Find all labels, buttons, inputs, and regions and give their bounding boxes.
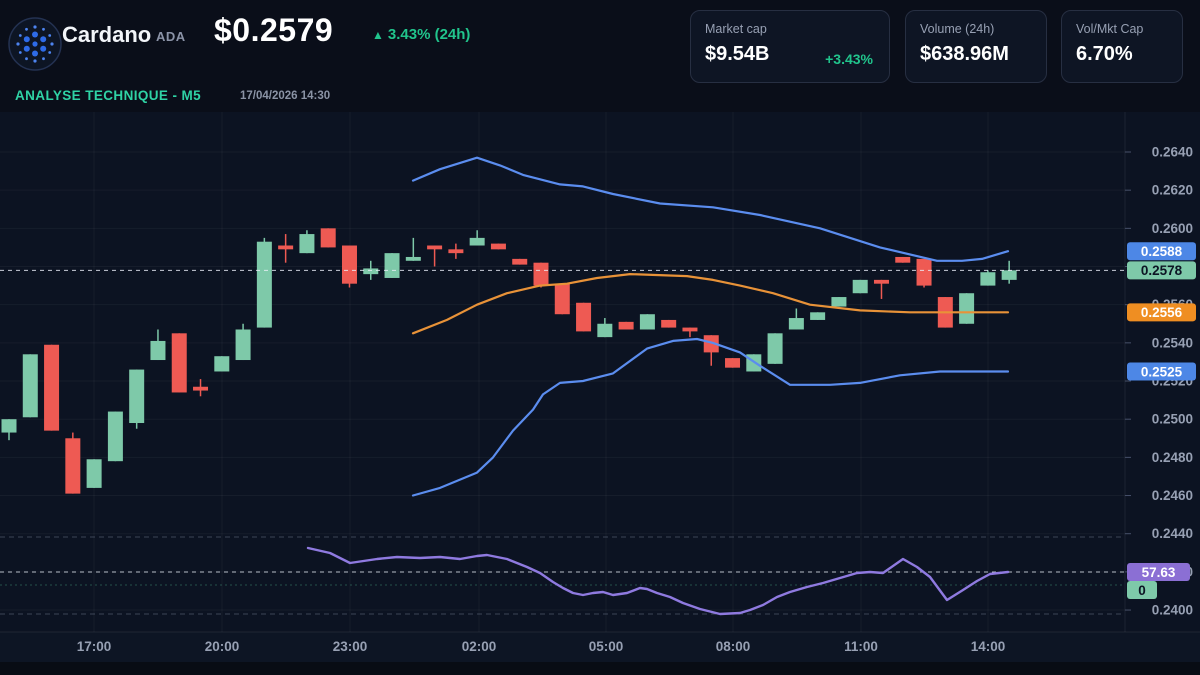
x-axis: 17:00 20:00 23:00 02:00 05:00 08:00 11:00 14:00 [77, 639, 1006, 654]
svg-text:0.2500: 0.2500 [1152, 412, 1193, 427]
svg-text:08:00: 08:00 [716, 639, 751, 654]
analysis-title: ANALYSE TECHNIQUE - M5 [15, 88, 202, 103]
market-cap-value: $9.54B [705, 43, 770, 65]
svg-text:23:00: 23:00 [333, 639, 368, 654]
svg-text:11:00: 11:00 [844, 639, 878, 654]
oscillator-line [306, 546, 1010, 616]
analysis-timestamp: 17/04/2026 14:30 [240, 90, 331, 102]
svg-text:57.63: 57.63 [1142, 565, 1176, 580]
volume-value: $638.96M [920, 43, 1009, 65]
bollinger-upper-line [411, 156, 1010, 262]
candles-layer [1, 228, 1017, 494]
bollinger-middle-line [411, 273, 1010, 335]
market-cap-card: Market cap $9.54B +3.43% [690, 10, 890, 83]
cardano-logo-icon [8, 17, 62, 71]
svg-text:0.2460: 0.2460 [1152, 488, 1193, 503]
grid-lines [0, 112, 1126, 632]
svg-text:14:00: 14:00 [971, 639, 1006, 654]
market-cap-change: +3.43% [825, 51, 873, 67]
svg-text:0.2620: 0.2620 [1152, 183, 1193, 198]
svg-text:0: 0 [1138, 583, 1146, 598]
up-arrow-icon: ▲ [372, 28, 384, 42]
svg-text:0.2480: 0.2480 [1152, 450, 1193, 465]
svg-text:0.2556: 0.2556 [1141, 305, 1183, 320]
svg-text:20:00: 20:00 [205, 639, 240, 654]
coin-name: Cardano [62, 22, 152, 47]
svg-text:0.2588: 0.2588 [1141, 244, 1183, 259]
price-badges: 0.2588 0.2578 0.2556 0.2525 57.63 0 [1127, 242, 1196, 599]
vol-mkt-cap-label: Vol/Mkt Cap [1076, 22, 1144, 36]
volume-card: Volume (24h) $638.96M [905, 10, 1047, 83]
header: Cardano ADA $0.2579 ▲ 3.43% (24h) Market … [0, 0, 1200, 112]
svg-text:0.2400: 0.2400 [1152, 603, 1193, 618]
svg-text:05:00: 05:00 [589, 639, 624, 654]
coin-price: $0.2579 [214, 12, 334, 48]
coin-symbol: ADA [156, 29, 186, 44]
vol-mkt-cap-value: 6.70% [1076, 43, 1133, 65]
svg-text:0.2540: 0.2540 [1152, 335, 1193, 350]
vol-mkt-cap-card: Vol/Mkt Cap 6.70% [1061, 10, 1183, 83]
bollinger-lower-line [411, 337, 1010, 497]
svg-text:0.2440: 0.2440 [1152, 526, 1193, 541]
svg-text:0.2640: 0.2640 [1152, 145, 1193, 160]
svg-text:0.2525: 0.2525 [1141, 364, 1183, 379]
svg-text:0.2600: 0.2600 [1152, 221, 1193, 236]
svg-text:0.2578: 0.2578 [1141, 263, 1183, 278]
svg-text:17:00: 17:00 [77, 639, 112, 654]
footer-strip [0, 662, 1200, 675]
market-cap-label: Market cap [705, 22, 767, 36]
svg-text:02:00: 02:00 [462, 639, 497, 654]
time-axis-strip [0, 632, 1200, 662]
volume-label: Volume (24h) [920, 22, 995, 36]
price-change-text: 3.43% (24h) [387, 26, 471, 43]
price-change-24h: ▲ 3.43% (24h) [372, 26, 470, 43]
